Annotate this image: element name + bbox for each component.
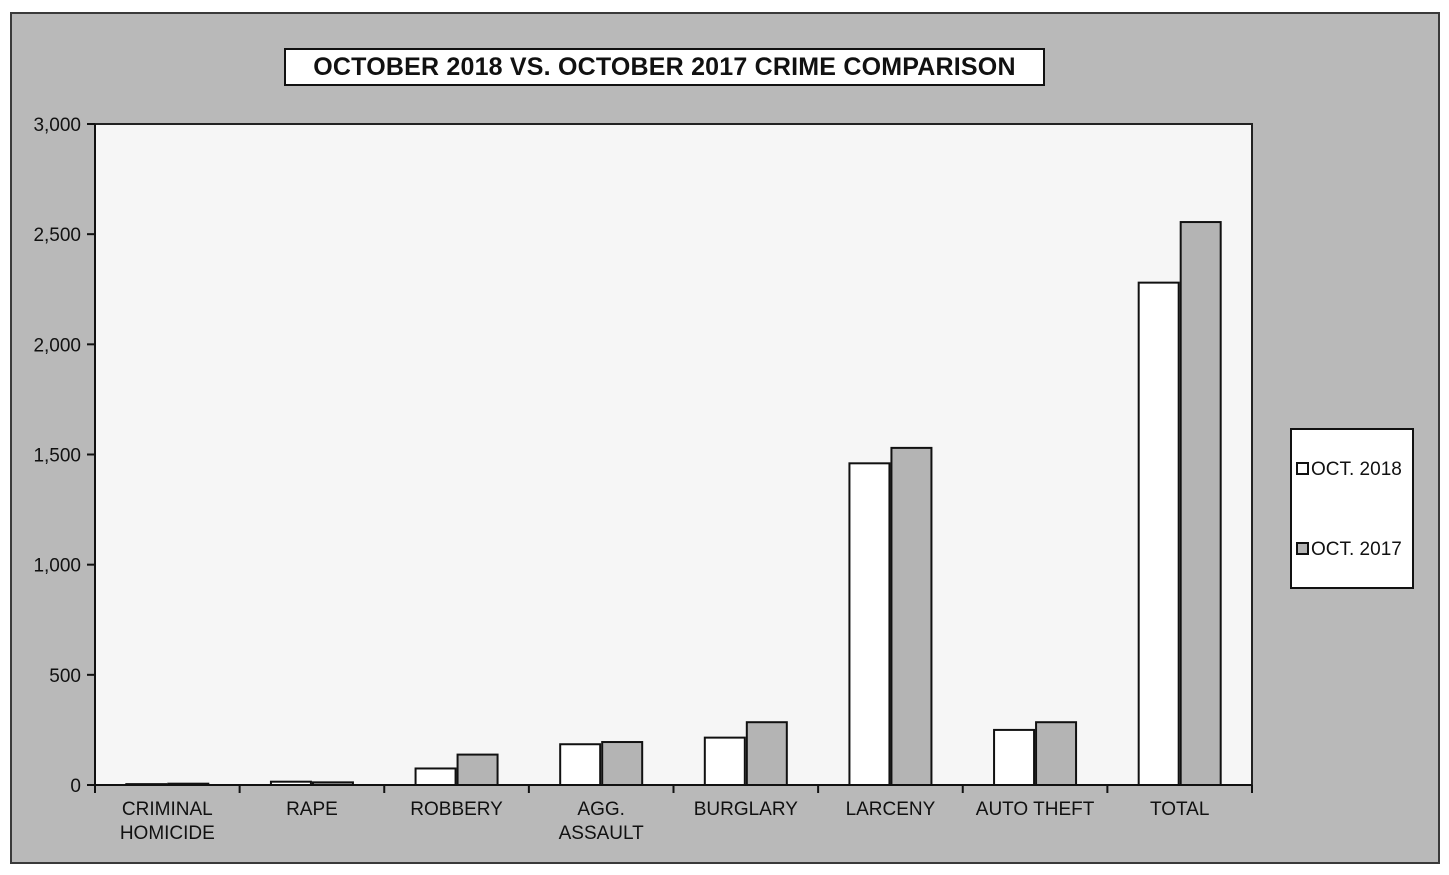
bar <box>703 736 746 787</box>
y-tick-label: 1,500 <box>33 446 81 467</box>
bar <box>745 721 788 787</box>
y-tick-label: 500 <box>49 666 81 687</box>
x-tick-label: LARCENY <box>846 799 936 820</box>
y-tick-label: 2,000 <box>33 335 81 356</box>
bar <box>311 781 354 787</box>
x-tick-label: BURGLARY <box>694 799 799 820</box>
bar <box>125 783 168 786</box>
x-tick-label: AGG. ASSAULT <box>559 799 645 844</box>
bar <box>601 741 644 786</box>
y-tick-label: 1,000 <box>33 556 81 577</box>
legend-item-oct-2017: OCT. 2017 <box>1296 538 1402 562</box>
y-tick-label: 0 <box>70 776 81 797</box>
legend-label-oct-2018: OCT. 2018 <box>1311 459 1402 480</box>
bar <box>414 767 457 786</box>
bar <box>559 743 602 787</box>
bar <box>1035 721 1078 787</box>
bar <box>1179 221 1222 786</box>
legend-swatch-oct-2018 <box>1296 461 1309 475</box>
bar <box>993 728 1036 787</box>
chart-title: OCTOBER 2018 VS. OCTOBER 2017 CRIME COMP… <box>284 48 1045 86</box>
legend-item-oct-2018: OCT. 2018 <box>1296 458 1402 482</box>
x-tick-label: AUTO THEFT <box>976 799 1095 820</box>
plot-area <box>94 123 1253 786</box>
bar <box>456 753 499 786</box>
x-tick-label: RAPE <box>286 799 338 820</box>
bar <box>848 462 891 786</box>
legend-swatch-oct-2017 <box>1296 541 1309 555</box>
bar <box>269 780 312 787</box>
x-tick-label: ROBBERY <box>410 799 503 820</box>
bar <box>1137 281 1180 786</box>
bar <box>167 782 210 786</box>
y-tick-label: 3,000 <box>33 115 81 136</box>
x-tick-label: CRIMINAL HOMICIDE <box>120 799 215 844</box>
x-tick-label: TOTAL <box>1150 799 1209 820</box>
bar <box>890 446 933 786</box>
chart-legend: OCT. 2018 OCT. 2017 <box>1290 428 1414 589</box>
y-tick-label: 2,500 <box>33 225 81 246</box>
legend-label-oct-2017: OCT. 2017 <box>1311 539 1402 560</box>
